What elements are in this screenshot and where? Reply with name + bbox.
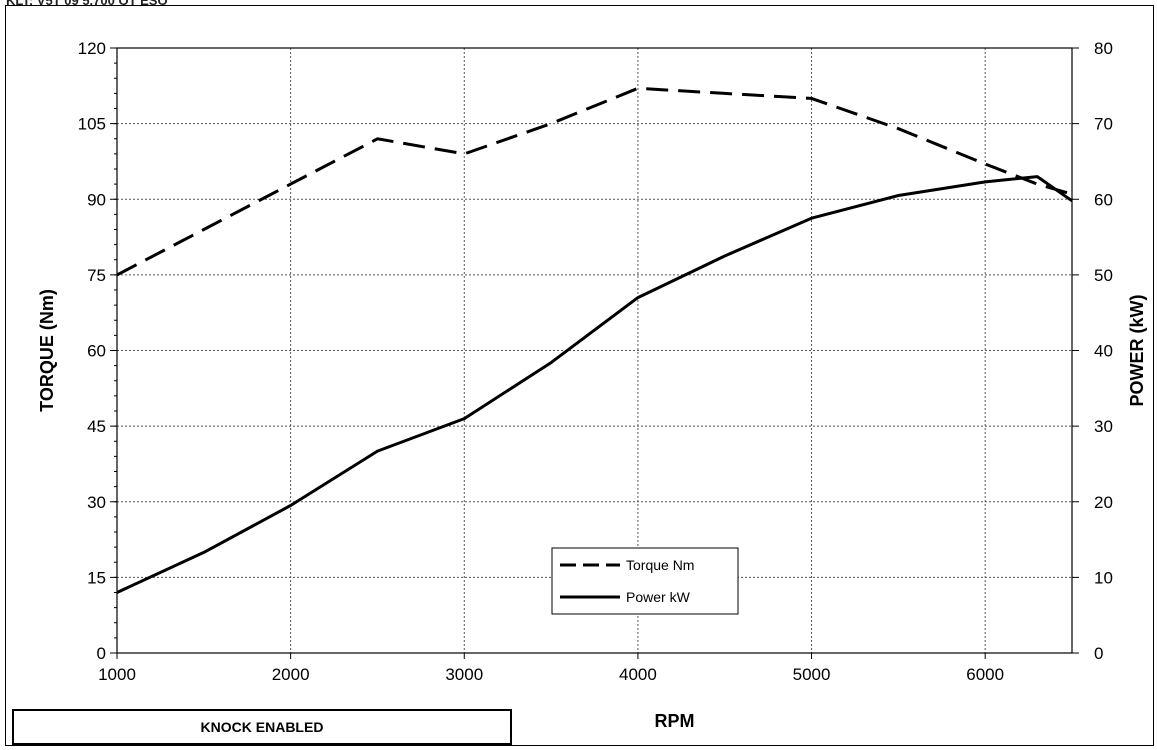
y-left-tick-label: 30 <box>87 493 106 512</box>
series-line-torque <box>116 86 1073 277</box>
x-tick-label: 5000 <box>793 665 831 684</box>
y-left-axis-title: TORQUE (Nm) <box>37 289 57 412</box>
axes-layer: 1000 2000 3000 4000 5000 60000153045607590105… <box>37 39 1147 731</box>
y-right-tick-label: 70 <box>1094 115 1113 134</box>
y-left-tick-label: 120 <box>78 39 106 58</box>
y-right-tick-label: 0 <box>1094 644 1103 663</box>
y-right-axis-title: POWER (kW) <box>1127 295 1147 407</box>
series-line-power <box>116 175 1073 594</box>
y-right-tick-label: 30 <box>1094 417 1113 436</box>
knock-status-label: KNOCK ENABLED <box>200 719 324 735</box>
x-tick-label: 4000 <box>619 665 657 684</box>
legend-box <box>551 547 739 615</box>
legend-label-power: Power kW <box>626 589 691 605</box>
y-left-tick-label: 0 <box>97 644 106 663</box>
y-right-tick-label: 80 <box>1094 39 1113 58</box>
y-left-tick-label: 105 <box>78 115 106 134</box>
y-left-tick-label: 90 <box>87 190 106 209</box>
chart-header-text: KLT: V5T 09 5.700 OT ESO <box>6 0 168 8</box>
y-right-tick-label: 40 <box>1094 342 1113 361</box>
y-left-tick-label: 45 <box>87 417 106 436</box>
x-tick-label: 2000 <box>272 665 310 684</box>
x-tick-label: 1000 <box>98 665 136 684</box>
series-layer <box>116 86 1073 594</box>
knock-status-box: KNOCK ENABLED <box>12 709 512 745</box>
x-tick-label: 3000 <box>445 665 483 684</box>
y-right-tick-label: 60 <box>1094 190 1113 209</box>
y-left-tick-label: 60 <box>87 342 106 361</box>
x-axis-title: RPM <box>655 711 695 731</box>
legend: Torque Nm Power kW <box>551 547 739 615</box>
y-right-tick-label: 20 <box>1094 493 1113 512</box>
x-tick-label: 6000 <box>966 665 1004 684</box>
y-left-tick-label: 75 <box>87 266 106 285</box>
y-left-tick-label: 15 <box>87 568 106 587</box>
legend-label-torque: Torque Nm <box>626 557 694 573</box>
chart-frame <box>5 5 1154 746</box>
y-right-tick-label: 50 <box>1094 266 1113 285</box>
y-right-tick-label: 10 <box>1094 568 1113 587</box>
